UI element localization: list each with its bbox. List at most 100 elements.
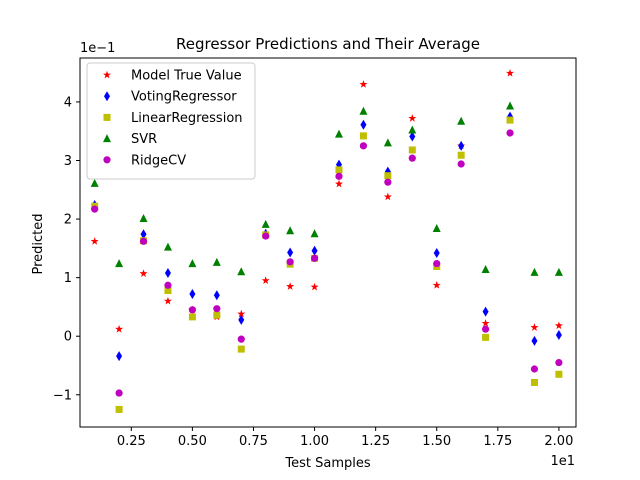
data-point	[213, 311, 221, 319]
data-point	[409, 131, 416, 142]
x-tick-label: 1.50	[422, 434, 451, 449]
data-point	[213, 305, 221, 313]
legend-entry: VotingRegressor	[131, 90, 237, 105]
x-tick-label: 0.50	[178, 434, 207, 449]
data-point	[408, 146, 416, 154]
data-point	[261, 276, 270, 284]
data-point	[408, 114, 417, 122]
series-svr	[90, 101, 563, 276]
data-point	[310, 282, 319, 291]
series-ridgecv	[91, 129, 563, 397]
data-point	[238, 314, 245, 325]
legend-marker	[104, 91, 110, 102]
data-point	[506, 116, 514, 124]
data-point	[139, 213, 148, 222]
data-point	[286, 226, 295, 235]
data-point	[433, 259, 441, 268]
data-point	[530, 267, 539, 276]
data-point	[115, 259, 124, 268]
chart-title: Regressor Predictions and Their Average	[176, 35, 480, 53]
data-point	[287, 247, 294, 258]
data-point	[506, 101, 515, 110]
legend-marker	[103, 113, 111, 121]
data-point	[237, 335, 245, 343]
data-point	[458, 140, 465, 151]
data-point	[506, 129, 514, 137]
x-offset-label: 1e1	[550, 454, 575, 469]
data-point	[530, 378, 538, 386]
data-point	[140, 229, 147, 240]
data-point	[481, 264, 490, 273]
legend: Model True Value VotingRegressor LinearReg…	[86, 62, 256, 180]
legend-entry: Model True Value	[131, 69, 242, 84]
y-tick-label: 4	[64, 95, 72, 110]
data-point	[506, 69, 515, 77]
y-axis-label: Predicted	[31, 213, 46, 274]
data-point	[481, 325, 490, 333]
plot-markers	[90, 69, 563, 413]
data-point	[360, 119, 367, 130]
data-point	[91, 205, 99, 213]
data-point	[90, 237, 99, 245]
data-point	[164, 281, 172, 289]
data-point	[530, 365, 539, 373]
data-point	[555, 370, 563, 378]
data-point	[115, 389, 123, 397]
data-point	[188, 313, 196, 321]
data-point	[115, 324, 124, 333]
y-offset-label: 1e−1	[80, 41, 115, 56]
data-point	[335, 179, 343, 188]
data-point	[163, 242, 172, 251]
data-point	[237, 345, 245, 353]
data-point	[286, 258, 294, 266]
data-point	[334, 129, 343, 138]
y-tick-label: −1	[53, 388, 72, 403]
data-point	[359, 106, 368, 115]
data-point	[335, 166, 343, 174]
legend-entry: SVR	[131, 132, 157, 147]
data-point	[262, 232, 270, 240]
data-point	[335, 172, 343, 180]
data-point	[115, 405, 123, 413]
data-point	[237, 267, 246, 276]
data-point	[286, 282, 295, 290]
data-point	[384, 172, 392, 180]
legend-marker	[103, 134, 111, 143]
x-tick-label: 1.00	[300, 434, 329, 449]
data-point	[383, 138, 392, 147]
x-tick-label: 1.25	[361, 434, 390, 449]
x-axis-label: Test Samples	[284, 456, 370, 471]
series-votingregressor	[91, 111, 562, 362]
data-point	[482, 333, 490, 341]
data-point	[359, 142, 368, 150]
data-point	[432, 281, 441, 289]
legend-marker	[103, 70, 111, 79]
x-tick-label: 0.25	[117, 434, 146, 449]
data-point	[384, 178, 392, 186]
data-point	[408, 154, 416, 162]
legend-box	[86, 62, 256, 180]
data-point	[310, 254, 319, 262]
legend-entry: LinearRegression	[131, 111, 243, 126]
x-tick-label: 1.75	[483, 434, 512, 449]
data-point	[457, 151, 465, 159]
x-axis-ticks: 0.25 0.50 0.75 1.00 1.25 1.50 1.75 2.00	[117, 427, 573, 449]
plot-frame	[79, 57, 577, 428]
legend-entry: RidgeCV	[131, 153, 186, 168]
x-tick-label: 0.75	[239, 434, 268, 449]
y-tick-label: 1	[64, 271, 72, 286]
data-point	[139, 269, 148, 277]
data-point	[311, 245, 318, 256]
data-point	[116, 351, 123, 362]
data-point	[139, 237, 148, 245]
data-point	[530, 323, 539, 331]
y-tick-label: 3	[64, 154, 72, 169]
data-point	[164, 267, 171, 278]
data-point	[261, 219, 270, 228]
data-point	[310, 229, 319, 238]
data-point	[433, 248, 440, 259]
data-point	[432, 223, 441, 232]
data-point	[482, 306, 489, 317]
x-tick-label: 2.00	[544, 434, 573, 449]
